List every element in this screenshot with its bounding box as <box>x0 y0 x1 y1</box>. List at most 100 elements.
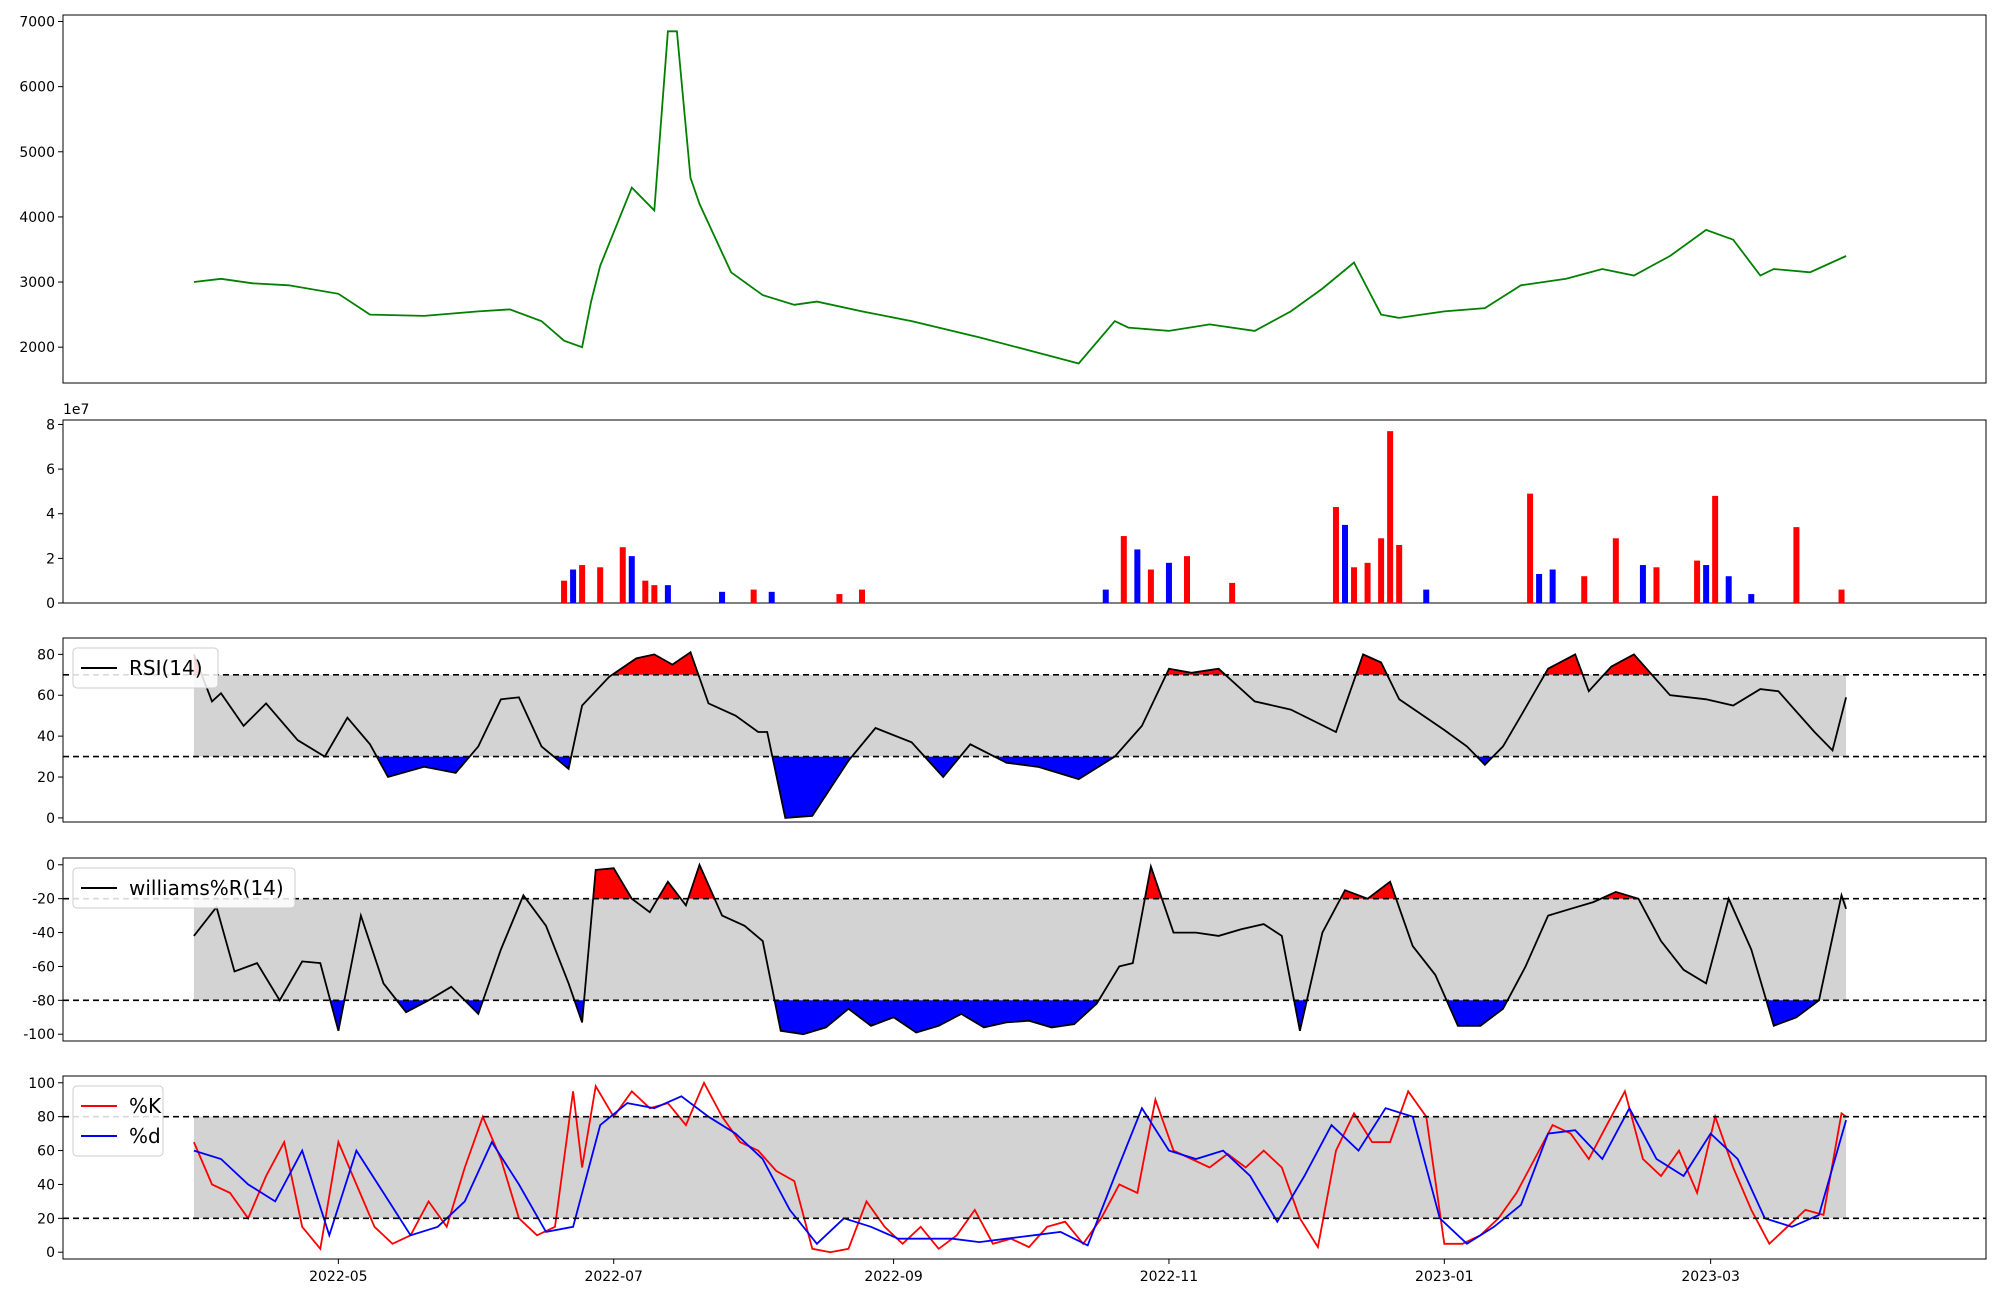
y-tick-label: 5000 <box>19 145 55 161</box>
y-tick-label: 4000 <box>19 210 55 226</box>
volume-bar <box>1396 544 1403 603</box>
overbought-fill <box>612 652 699 675</box>
axes-frame <box>62 1075 1987 1260</box>
oversold-fill <box>774 1000 1099 1035</box>
overbought-fill <box>1144 866 1162 899</box>
overbought-fill <box>1600 891 1639 899</box>
y-tick-label: 3000 <box>19 275 55 291</box>
volume-bar <box>1748 594 1755 603</box>
price-line <box>193 30 1847 365</box>
y-tick-label: 40 <box>37 1177 55 1193</box>
volume-bar <box>1639 565 1646 603</box>
x-tick-label: 2022-11 <box>1140 1269 1199 1285</box>
y-tick-label: 0 <box>46 811 55 827</box>
y-tick-label: 100 <box>28 1076 55 1092</box>
overbought-fill <box>1544 654 1583 675</box>
y-tick-label: 6 <box>46 462 55 478</box>
volume-bar <box>664 585 671 603</box>
volume-bar <box>858 589 865 603</box>
oversold-fill <box>994 756 1115 780</box>
y-tick-label: 2000 <box>19 340 55 356</box>
x-tick-label: 2023-03 <box>1681 1269 1740 1285</box>
neutral-band <box>193 674 1847 757</box>
rsi-line <box>193 650 1847 819</box>
oversold-fill <box>1766 1000 1819 1026</box>
y-tick-label: 80 <box>37 647 55 663</box>
legend-label: %K <box>129 1094 162 1118</box>
overbought-fill <box>593 868 632 899</box>
volume-bar <box>1838 589 1845 603</box>
axes-frame <box>62 419 1987 604</box>
x-tick-label: 2022-05 <box>309 1269 368 1285</box>
x-tick-label: 2023-01 <box>1415 1269 1474 1285</box>
volume-bar <box>579 565 586 603</box>
y-tick-label: 0 <box>46 858 55 874</box>
williams-r-panel: 0 -20 -40 -60 -80 -100 williams%R(14) <box>23 857 1987 1043</box>
volume-bar <box>1694 560 1701 603</box>
volume-bar <box>628 556 635 603</box>
rsi-panel: 0 20 40 60 80 RSI(14) <box>37 637 1987 827</box>
volume-bar <box>1364 562 1371 603</box>
y-tick-label: -40 <box>32 926 55 942</box>
volume-bar <box>1229 582 1236 603</box>
y-tick-label: 8 <box>46 417 55 433</box>
y-tick-label: 60 <box>37 1144 55 1160</box>
volume-bar <box>1653 567 1660 603</box>
volume-bar <box>750 589 757 603</box>
price-panel: 2000 3000 4000 5000 6000 7000 <box>19 14 1987 384</box>
y-tick-label: -100 <box>23 1027 55 1043</box>
x-tick-label: 2022-07 <box>584 1269 643 1285</box>
volume-bar <box>1147 569 1154 603</box>
volume-bar <box>597 567 604 603</box>
neutral-band <box>193 1116 1847 1219</box>
volume-bar <box>1612 538 1619 603</box>
volume-bar <box>1549 569 1556 603</box>
volume-bar <box>1332 507 1339 603</box>
y-tick-label: 20 <box>37 770 55 786</box>
volume-bar <box>836 594 843 603</box>
overbought-fill <box>657 881 681 899</box>
y-tick-label: -20 <box>32 892 55 908</box>
y-tick-label: 6000 <box>19 80 55 96</box>
y-tick-label: 7000 <box>19 15 55 31</box>
legend-box <box>72 647 219 689</box>
volume-bar <box>1423 589 1430 603</box>
volume-bar <box>1378 538 1385 603</box>
neutral-band <box>193 898 1847 1001</box>
volume-bar <box>1387 431 1394 603</box>
volume-bar <box>642 580 649 603</box>
axes-frame <box>62 857 1987 1042</box>
overbought-fill <box>1355 654 1388 675</box>
volume-bar <box>719 591 726 603</box>
volume-bar <box>1120 536 1127 603</box>
legend-box <box>72 1085 164 1157</box>
y-tick-label: 2 <box>46 551 55 567</box>
legend-label: RSI(14) <box>129 656 203 680</box>
williams-line <box>193 862 1847 1036</box>
oversold-fill <box>330 1000 345 1031</box>
volume-bar <box>1725 576 1732 603</box>
volume-bar <box>1184 556 1191 603</box>
volume-bar <box>1102 589 1109 603</box>
y-tick-label: 40 <box>37 729 55 745</box>
y-tick-label: -60 <box>32 959 55 975</box>
stochastic-panel: 0 20 40 60 80 100 %K %d <box>28 1075 1987 1261</box>
volume-bar <box>1793 527 1800 603</box>
shared-date-axis: 2022-05 2022-07 2022-09 2022-11 2023-01 2023-… <box>309 1259 1740 1285</box>
overbought-fill <box>1603 654 1652 675</box>
axes-frame <box>62 637 1987 823</box>
y-tick-label: 4 <box>46 507 55 523</box>
y-tick-label: 0 <box>46 1245 55 1261</box>
legend-label: williams%R(14) <box>129 876 284 900</box>
stochastic-d-line <box>193 1095 1847 1247</box>
volume-panel: 0 2 4 6 8 1e7 <box>46 402 1987 612</box>
legend-box <box>72 867 296 909</box>
oversold-fill <box>1476 756 1493 765</box>
axes-frame <box>62 14 1987 384</box>
volume-bar <box>1342 524 1348 603</box>
volume-scale-label: 1e7 <box>63 402 89 418</box>
volume-bar <box>1165 562 1172 603</box>
volume-bar <box>768 591 775 603</box>
y-tick-label: 20 <box>37 1211 55 1227</box>
